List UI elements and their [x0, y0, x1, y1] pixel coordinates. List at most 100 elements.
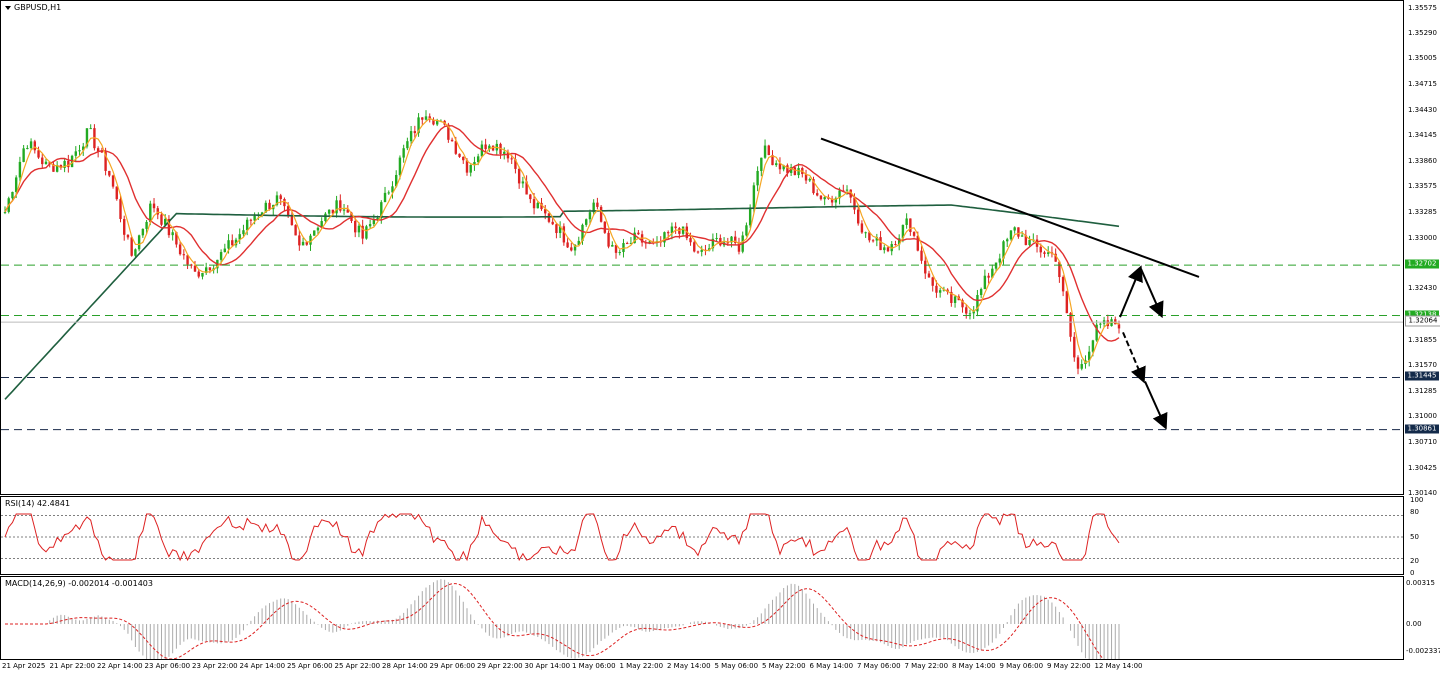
scenario-down-arrow-3: [1144, 381, 1168, 430]
candle-body: [585, 219, 588, 225]
candle-body: [316, 227, 320, 231]
price-axis[interactable]: 1.35575 1.35290 1.35005 1.34715 1.34430 1.341…: [1404, 0, 1440, 675]
candle-body: [767, 145, 770, 156]
candle-body: [435, 121, 439, 125]
candle-body: [1099, 323, 1102, 325]
candle-body: [242, 230, 245, 235]
candle-body: [201, 272, 204, 277]
time-axis-label: 24 Apr 14:00: [239, 662, 286, 670]
candle-body: [976, 295, 979, 312]
candle-body: [558, 226, 562, 234]
candle-body: [834, 198, 838, 203]
candle-body: [868, 232, 871, 241]
candle-body: [622, 243, 625, 253]
candle-body: [126, 234, 130, 238]
rsi-axis-label: 100: [1410, 496, 1424, 504]
candle-body: [368, 224, 372, 227]
candle-body: [648, 241, 651, 243]
candle-body: [879, 237, 882, 251]
candle-body: [544, 209, 547, 214]
time-axis-label: 1 May 06:00: [572, 662, 616, 670]
candle-body: [1009, 230, 1013, 240]
candle-body: [413, 131, 417, 134]
rsi-canvas[interactable]: [1, 497, 1403, 574]
candle-body: [1043, 252, 1046, 254]
candle-body: [991, 268, 994, 278]
candle-body: [119, 199, 122, 219]
price-axis-label: 1.31570: [1408, 361, 1437, 370]
candle-body: [111, 175, 115, 187]
candle-body: [1117, 324, 1121, 329]
candle-body: [484, 144, 487, 150]
macd-signal-line: [5, 583, 1104, 659]
price-tag-upper-level: 1.32138: [1405, 310, 1439, 320]
candle-body: [812, 179, 815, 194]
candle-body: [279, 195, 282, 200]
candle-body: [901, 224, 905, 239]
candle-body: [1017, 227, 1020, 237]
time-axis[interactable]: 21 Apr 2025 21 Apr 22:00 22 Apr 14:00 23 Ap…: [0, 660, 1404, 675]
candle-body: [924, 260, 927, 274]
candle-body: [424, 116, 428, 120]
candle-body: [804, 174, 808, 181]
candle-body: [745, 225, 748, 236]
time-axis-label: 9 May 06:00: [999, 662, 1044, 670]
candle-body: [63, 160, 66, 168]
candle-body: [167, 218, 171, 236]
candle-body: [1069, 313, 1072, 337]
candle-body: [3, 211, 7, 213]
candle-body: [186, 255, 189, 265]
candle-body: [886, 247, 890, 252]
candle-body: [260, 212, 264, 215]
candle-body: [808, 179, 811, 181]
price-axis-label: 1.31855: [1408, 335, 1437, 344]
candle-body: [26, 148, 29, 150]
time-axis-label: 7 May 22:00: [904, 662, 949, 670]
candle-body: [33, 141, 37, 151]
candle-body: [11, 191, 14, 199]
macd-axis-label: 0.00315: [1406, 579, 1435, 587]
candle-body: [875, 237, 879, 241]
candle-body: [469, 164, 472, 173]
candle-body: [1047, 252, 1050, 254]
candle-body: [406, 141, 409, 149]
rsi-pane[interactable]: RSI(14) 42.4841: [0, 496, 1404, 575]
candle-body: [1091, 340, 1095, 352]
candle-body: [972, 311, 975, 314]
candle-body: [663, 232, 666, 243]
candle-body: [909, 218, 912, 233]
candle-body: [22, 148, 25, 162]
candle-body: [696, 251, 700, 253]
candle-body: [339, 200, 342, 211]
candle-body: [711, 238, 715, 249]
candle-body: [193, 265, 197, 272]
candle-body: [719, 237, 722, 246]
candle-body: [52, 164, 55, 172]
candle-body: [432, 119, 435, 125]
candle-body: [689, 238, 692, 243]
macd-canvas[interactable]: [1, 577, 1403, 659]
price-chart-canvas[interactable]: [1, 1, 1403, 494]
candle-body: [29, 141, 33, 149]
candle-body: [760, 157, 763, 171]
macd-axis-label: -0.002337: [1406, 647, 1440, 655]
candle-body: [454, 141, 458, 154]
candle-body: [547, 213, 551, 222]
macd-pane[interactable]: MACD(14,26,9) -0.002014 -0.001403: [0, 576, 1404, 660]
price-axis-label: 1.31000: [1408, 412, 1437, 421]
chevron-down-icon[interactable]: [5, 5, 11, 10]
candle-body: [134, 249, 137, 256]
price-axis-label: 1.35005: [1408, 54, 1437, 63]
candle-body: [409, 131, 413, 142]
candle-body: [309, 235, 312, 245]
candle-body: [78, 150, 81, 152]
price-chart-pane[interactable]: GBPUSD,H1: [0, 0, 1404, 495]
price-tag-support1: 1.31445: [1405, 371, 1439, 381]
candle-body: [517, 168, 521, 184]
candle-body: [473, 162, 476, 165]
candle-body: [190, 264, 193, 266]
candle-body: [592, 202, 595, 213]
candle-body: [89, 128, 92, 130]
price-axis-label: 1.33575: [1408, 182, 1437, 191]
candle-body: [1080, 364, 1083, 369]
